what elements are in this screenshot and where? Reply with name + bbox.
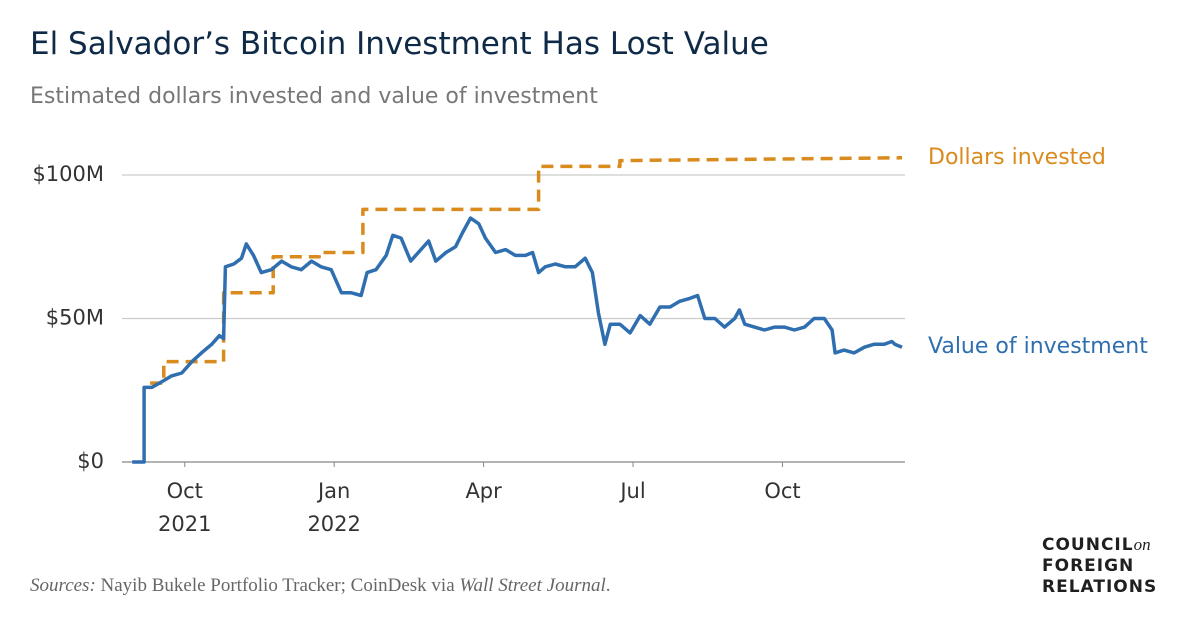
series-label: Value of investment xyxy=(928,334,1148,359)
logo-word: FOREIGN xyxy=(1042,556,1135,576)
x-tick-label: Jul xyxy=(620,479,646,503)
logo-word: RELATIONS xyxy=(1042,577,1158,597)
source-journal: Wall Street Journal xyxy=(459,575,606,596)
series-label: Dollars invested xyxy=(928,145,1106,170)
x-tick-label: Apr xyxy=(465,479,502,503)
source: Sources: Nayib Bukele Portfolio Tracker;… xyxy=(30,575,611,597)
x-tick-label: Oct xyxy=(764,479,801,503)
logo-word: on xyxy=(1133,535,1151,554)
x-tick-label: Oct 2021 xyxy=(158,479,212,536)
series-line xyxy=(132,216,903,464)
y-tick-label: $50M xyxy=(46,306,104,330)
y-tick-label: $100M xyxy=(32,162,104,186)
source-text: Nayib Bukele Portfolio Tracker; CoinDesk… xyxy=(100,575,455,596)
x-tick-label: Jan 2022 xyxy=(307,479,361,536)
y-tick-label: $0 xyxy=(77,449,104,473)
chart-subtitle: Estimated dollars invested and value of … xyxy=(30,84,598,109)
source-label: Sources: xyxy=(30,575,96,596)
source-end: . xyxy=(605,575,611,596)
chart-title: El Salvador’s Bitcoin Investment Has Los… xyxy=(30,26,769,62)
logo-word: COUNCIL xyxy=(1042,535,1134,555)
logo: COUNCILon FOREIGN RELATIONS xyxy=(1042,534,1157,598)
